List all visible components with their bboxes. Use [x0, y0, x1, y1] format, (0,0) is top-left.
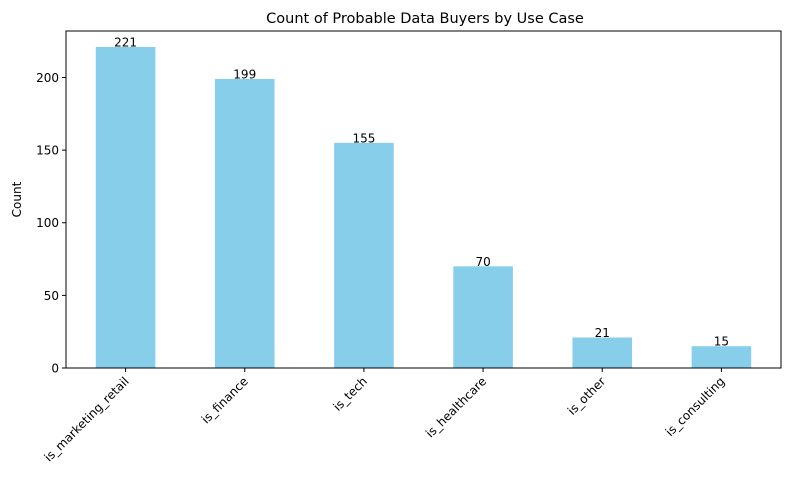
bar-is_marketing_retail: [95, 46, 156, 368]
y-tick-label: 150: [36, 144, 59, 158]
data-label: 199: [233, 67, 256, 81]
data-labels: 221 199 155 70 21 15: [114, 35, 729, 348]
x-tick-label: is_marketing_retail: [42, 374, 132, 464]
y-tick-label: 0: [51, 362, 59, 376]
bar-is_healthcare: [453, 266, 513, 368]
x-tick-label: is_consulting: [663, 374, 728, 439]
bar-is_tech: [334, 142, 394, 368]
data-label: 15: [714, 335, 729, 349]
data-label: 155: [352, 131, 375, 145]
x-tick-label: is_other: [565, 374, 609, 418]
x-tick-label: is_healthcare: [423, 374, 489, 440]
data-label: 70: [475, 255, 490, 269]
bar-is_consulting: [691, 346, 752, 368]
bar-is_finance: [214, 78, 275, 368]
y-tick-label: 50: [44, 289, 59, 303]
y-tick-label: 200: [36, 71, 59, 85]
y-axis: 0 50 100 150 200: [36, 71, 66, 376]
x-tick-label: is_finance: [199, 374, 251, 426]
y-axis-label: Count: [10, 181, 24, 217]
x-axis: is_marketing_retail is_finance is_tech is_h…: [42, 368, 728, 464]
data-label: 221: [114, 35, 137, 49]
x-tick-label: is_tech: [331, 374, 371, 414]
y-tick-label: 100: [36, 216, 59, 230]
plot-frame: [65, 30, 782, 369]
bar-is_other: [572, 337, 633, 368]
plot-area: [95, 46, 752, 368]
chart-title: Count of Probable Data Buyers by Use Cas…: [266, 11, 584, 27]
data-label: 21: [595, 326, 610, 340]
